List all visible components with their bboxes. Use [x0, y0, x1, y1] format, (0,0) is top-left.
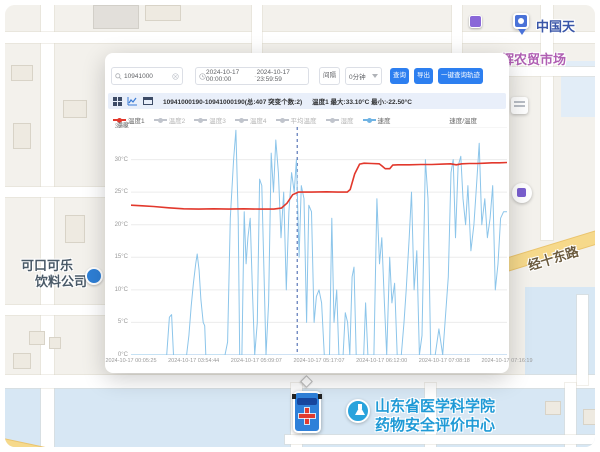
chart-plot[interactable] [131, 127, 507, 355]
map-building [49, 337, 61, 349]
legend-item-温度4[interactable]: 温度4 [234, 115, 267, 125]
chart-legend: 温度1 温度2 温度3 温度4 平均温度 湿度 速度 速度/温度 [105, 115, 509, 125]
map-road [541, 5, 553, 240]
x-tick-label: 2024-10-17 07:16:19 [481, 358, 533, 364]
track-query-button[interactable]: 一键查询轨迹 [438, 68, 483, 84]
clock-icon [199, 72, 206, 80]
legend-item-湿度[interactable]: 湿度 [325, 115, 354, 125]
map-road [452, 5, 462, 53]
y-tick-label: 5°C [117, 319, 128, 326]
map-building [93, 5, 139, 29]
x-tick-label: 2024-10-17 05:09:07 [230, 358, 282, 364]
purple-poi-icon[interactable] [469, 15, 482, 28]
y-tick-label: 15°C [114, 254, 128, 261]
chart-panel: 10941000 2024-10-17 00:00:00 - 2024-10-1… [105, 53, 533, 373]
map-road [509, 67, 595, 76]
map-road-main [5, 375, 595, 388]
map-road [425, 383, 436, 447]
company-poi-icon[interactable] [85, 267, 103, 285]
interval-select[interactable]: 0分钟 [345, 67, 382, 85]
map-building [63, 100, 87, 118]
app-frame: 中国天 辉农贸市场 经十东路 可口可乐 饮料公司 山东省医学科学院 药物安全评价… [5, 5, 595, 447]
y-axis-name: 温度 [117, 123, 130, 129]
temperature-stats: 温度1 最大:33.10°C 最小:-22.50°C [312, 99, 412, 106]
map-building [65, 215, 85, 243]
map-badge-circle[interactable] [512, 183, 532, 203]
interval-value: 0分钟 [349, 74, 366, 81]
map-building [11, 65, 33, 81]
x-tick-label: 2024-10-17 00:05:25 [105, 358, 157, 364]
poi-label-company-1: 可口可乐 [21, 258, 74, 273]
x-tick-label: 2024-10-17 06:12:00 [356, 358, 408, 364]
query-button[interactable]: 查询 [390, 68, 409, 84]
grid-view-icon[interactable] [112, 96, 123, 107]
map-building [545, 401, 561, 415]
interval-label: 间隔 [319, 67, 340, 85]
device-summary: 10941000190-10941000190(总:407 突变个数:2) [163, 99, 303, 106]
chevron-down-icon [372, 74, 378, 78]
y-tick-label: 20°C [114, 221, 128, 228]
date-end: 2024-10-17 23:59:59 [256, 69, 290, 83]
y-tick-label: 30°C [114, 156, 128, 163]
table-view-icon[interactable] [142, 96, 153, 107]
map-road [5, 305, 105, 315]
export-button[interactable]: 导出 [414, 68, 433, 84]
date-separator: - [254, 72, 257, 80]
flask-poi-icon[interactable] [346, 399, 370, 423]
search-value: 10941000 [124, 72, 153, 80]
summary-bar: 10941000190-10941000190(总:407 突变个数:2) 温度… [108, 93, 506, 109]
poi-label-institute-2: 药物安全评价中心 [375, 417, 496, 434]
map-road [577, 295, 588, 385]
date-range-input[interactable]: 2024-10-17 00:00:00 - 2024-10-17 23:59:5… [195, 67, 309, 85]
map-building [145, 5, 181, 21]
map-badge-square[interactable] [511, 97, 528, 114]
map-road [565, 383, 576, 447]
x-tick-label: 2024-10-17 05:17:07 [293, 358, 345, 364]
toolbar: 10941000 2024-10-17 00:00:00 - 2024-10-1… [105, 53, 509, 89]
x-tick-label: 2024-10-17 07:08:18 [418, 358, 470, 364]
map-road [5, 187, 105, 197]
map-building [13, 123, 31, 149]
map-road [285, 435, 595, 444]
poi-label-company-2: 饮料公司 [35, 274, 88, 289]
chart-area[interactable]: 温度 35°C 30°C 25°C 20°C 15°C 10°C 5°C 0°C 2024-1… [105, 123, 532, 373]
map-building [29, 331, 45, 345]
circle-close-icon[interactable] [172, 72, 179, 80]
legend-item-速度[interactable]: 速度 [362, 115, 391, 125]
map-road [252, 5, 262, 53]
legend-item-平均温度[interactable]: 平均温度 [275, 115, 317, 125]
poi-label-market: 辉农贸市场 [501, 52, 567, 67]
poi-label-institute-1: 山东省医学科学院 [375, 398, 496, 415]
poi-label-china: 中国天 [536, 19, 576, 34]
search-input[interactable]: 10941000 [111, 67, 183, 85]
map-road [5, 32, 595, 43]
secondary-axis-label: 速度/温度 [449, 118, 477, 125]
date-start: 2024-10-17 00:00:00 [206, 69, 240, 83]
y-tick-label: 35°C [114, 124, 128, 130]
x-tick-label: 2024-10-17 03:54:44 [168, 358, 220, 364]
vehicle-marker[interactable] [292, 391, 322, 433]
legend-item-温度1[interactable]: 温度1 [113, 115, 145, 125]
legend-item-温度2[interactable]: 温度2 [153, 115, 185, 125]
y-tick-label: 0°C [117, 352, 128, 358]
y-tick-label: 10°C [114, 286, 128, 293]
magnifier-icon [115, 72, 122, 80]
line-chart-view-icon[interactable] [127, 96, 138, 107]
legend-item-温度3[interactable]: 温度3 [194, 115, 226, 125]
y-tick-label: 25°C [114, 189, 128, 196]
map-building [13, 353, 31, 369]
map-building [583, 409, 595, 425]
blue-pin-icon[interactable] [513, 13, 529, 35]
